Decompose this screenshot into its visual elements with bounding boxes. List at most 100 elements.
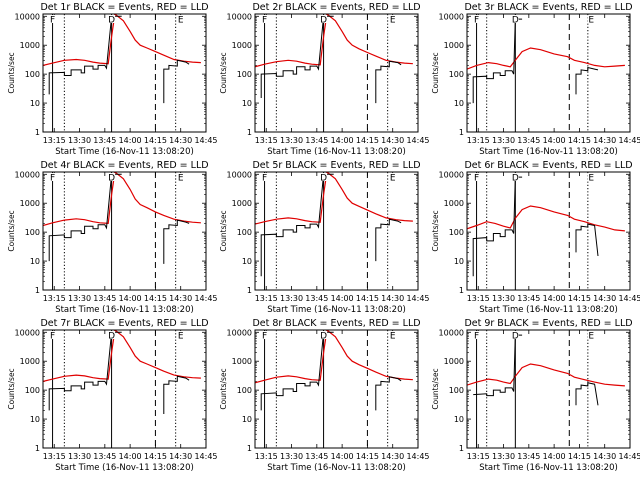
x-tick-label: 14:15 [356, 136, 379, 145]
y-axis-label: Counts/sec [7, 52, 16, 93]
x-tick-label: 14:15 [144, 136, 167, 145]
x-tick-label: 14:15 [568, 294, 591, 303]
marker-box [587, 173, 595, 181]
marker-label: F [262, 332, 267, 342]
x-tick-label: 13:45 [517, 452, 540, 461]
events-series-line [163, 375, 190, 414]
x-tick-label: 13:15 [255, 294, 278, 303]
chart-panel-5: Det 5r BLACK = Events, RED = LLD 1 10 100 10… [219, 160, 430, 315]
x-tick-label: 14:45 [194, 136, 217, 145]
events-series-line [260, 15, 334, 98]
plot-frame [254, 329, 419, 449]
chart-panel-6: Det 6r BLACK = Events, RED = LLD 1 10 100 10… [431, 160, 640, 315]
lld-series-line [467, 363, 625, 387]
y-tick-label: 10000 [227, 170, 252, 179]
x-tick-label: 13:15 [467, 136, 490, 145]
marker-box [108, 331, 116, 339]
x-axis-label: Start Time (16-Nov-11 13:08:20) [55, 463, 194, 473]
lld-series-line [255, 172, 413, 225]
x-tick-label: 14:45 [618, 452, 640, 461]
chart-panel-2: Det 2r BLACK = Events, RED = LLD 1 10 100 10… [219, 2, 430, 157]
x-axis-label: Start Time (16-Nov-11 13:08:20) [55, 147, 194, 157]
x-tick-label: 14:30 [593, 452, 616, 461]
x-tick-label: 14:15 [356, 452, 379, 461]
marker-label: D [320, 174, 327, 184]
marker-box [473, 15, 481, 23]
chart-title: Det 4r BLACK = Events, RED = LLD [40, 160, 208, 171]
y-tick-label: 10 [454, 257, 464, 266]
y-axis-label: Counts/sec [431, 368, 440, 409]
y-tick-label: 1 [247, 286, 252, 295]
marker-label: F [262, 16, 267, 26]
marker-label: E [178, 174, 184, 184]
y-axis-label: Counts/sec [431, 52, 440, 93]
lld-series-line [255, 14, 413, 68]
plot-area [43, 330, 201, 414]
x-tick-label: 13:45 [93, 136, 116, 145]
x-tick-label: 14:45 [618, 294, 640, 303]
y-tick-label: 100 [25, 228, 40, 237]
plot-frame [254, 171, 419, 291]
marker-label: D [512, 174, 519, 184]
x-tick-label: 14:15 [144, 452, 167, 461]
x-tick-label: 14:00 [331, 294, 354, 303]
events-series-line [375, 376, 402, 411]
marker-label: E [178, 332, 184, 342]
marker-label: F [50, 174, 55, 184]
y-tick-label: 1 [459, 286, 464, 295]
events-series-line [472, 176, 523, 277]
y-tick-label: 100 [237, 386, 252, 395]
y-tick-label: 100 [25, 386, 40, 395]
y-tick-label: 10 [242, 415, 252, 424]
y-tick-label: 1000 [444, 199, 464, 208]
plot-area [467, 334, 625, 406]
chart-title: Det 6r BLACK = Events, RED = LLD [464, 160, 632, 171]
y-axis-label: Counts/sec [219, 210, 228, 251]
chart-title: Det 9r BLACK = Events, RED = LLD [464, 318, 632, 329]
marker-box [511, 173, 519, 181]
lld-series-line [467, 47, 625, 70]
plot-area [255, 172, 413, 277]
chart-title: Det 5r BLACK = Events, RED = LLD [252, 160, 420, 171]
y-axis-label: Counts/sec [431, 210, 440, 251]
x-tick-label: 13:45 [305, 136, 328, 145]
x-tick-label: 14:15 [356, 294, 379, 303]
marker-box [389, 15, 397, 23]
marker-box [320, 15, 328, 23]
marker-label: D [512, 16, 519, 26]
y-tick-label: 1000 [232, 357, 252, 366]
x-tick-label: 13:45 [93, 452, 116, 461]
x-tick-label: 14:30 [593, 136, 616, 145]
plot-frame [254, 13, 419, 133]
x-axis-label: Start Time (16-Nov-11 13:08:20) [267, 305, 406, 315]
x-tick-label: 14:00 [543, 294, 566, 303]
x-tick-label: 13:30 [492, 452, 515, 461]
marker-box [473, 331, 481, 339]
marker-label: D [320, 16, 327, 26]
x-tick-label: 14:45 [406, 452, 429, 461]
marker-box [389, 173, 397, 181]
x-tick-label: 13:30 [280, 294, 303, 303]
x-tick-label: 13:15 [467, 294, 490, 303]
events-series-line [48, 15, 122, 95]
x-tick-label: 14:00 [119, 294, 142, 303]
y-tick-label: 1000 [20, 199, 40, 208]
x-tick-label: 13:30 [68, 294, 91, 303]
marker-label: F [474, 16, 479, 26]
marker-label: E [588, 16, 594, 26]
y-tick-label: 1000 [20, 357, 40, 366]
x-tick-label: 14:15 [568, 452, 591, 461]
x-tick-label: 14:00 [543, 136, 566, 145]
x-tick-label: 14:00 [119, 452, 142, 461]
y-tick-label: 100 [449, 70, 464, 79]
marker-box [49, 173, 57, 181]
marker-box [49, 15, 57, 23]
marker-label: E [588, 332, 594, 342]
plot-area [467, 18, 625, 104]
marker-box [108, 15, 116, 23]
marker-label: E [588, 174, 594, 184]
plot-frame [42, 329, 207, 449]
events-series-line [260, 173, 334, 277]
chart-title: Det 8r BLACK = Events, RED = LLD [252, 318, 420, 329]
events-series-line [575, 223, 599, 257]
